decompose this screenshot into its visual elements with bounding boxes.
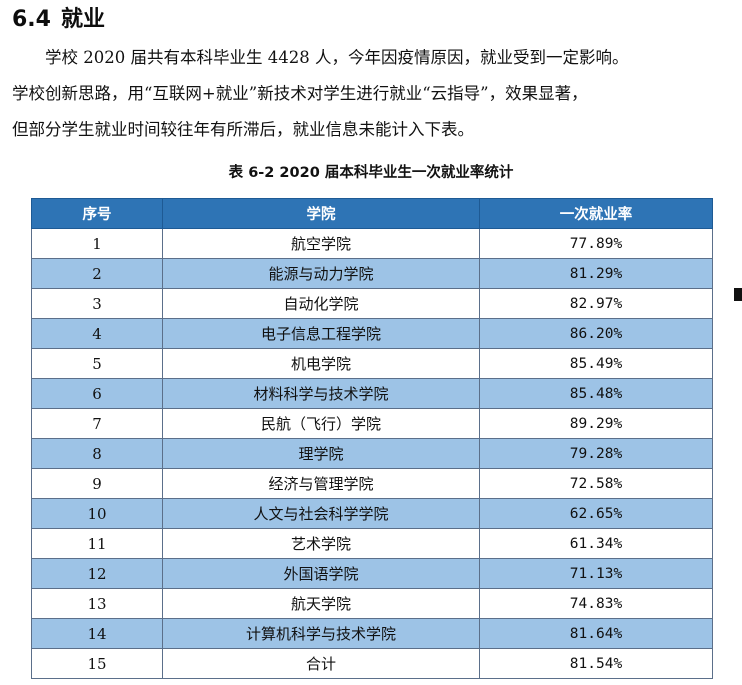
cell-rate: 61.34% <box>479 528 713 559</box>
table-row: 9 经济与管理学院 72.58% <box>31 468 713 499</box>
cell-rate: 85.49% <box>479 348 713 379</box>
cell-index: 8 <box>31 438 163 469</box>
table-row: 2 能源与动力学院 81.29% <box>31 258 713 289</box>
section-number: 6.4 <box>12 7 51 32</box>
column-header-index: 序号 <box>31 198 163 229</box>
employment-rate-table: 序号 学院 一次就业率 1 航空学院 77.89% 2 能源与动力学院 81.29% 3 自动… <box>31 198 713 679</box>
cell-index: 9 <box>31 468 163 499</box>
cell-rate: 72.58% <box>479 468 713 499</box>
cell-college: 外国语学院 <box>162 558 480 589</box>
table-body: 1 航空学院 77.89% 2 能源与动力学院 81.29% 3 自动化学院 82.97% 4 电子… <box>31 228 713 679</box>
table-row: 8 理学院 79.28% <box>31 438 713 469</box>
cell-college: 经济与管理学院 <box>162 468 480 499</box>
table-row: 15 合计 81.54% <box>31 648 713 679</box>
cell-college: 合计 <box>162 648 480 679</box>
cell-index: 10 <box>31 498 163 529</box>
cell-index: 7 <box>31 408 163 439</box>
cell-rate: 82.97% <box>479 288 713 319</box>
cell-index: 2 <box>31 258 163 289</box>
table-caption: 表 6-2 2020 届本科毕业生一次就业率统计 <box>228 165 514 181</box>
cell-index: 12 <box>31 558 163 589</box>
margin-marker <box>734 288 742 301</box>
cell-index: 5 <box>31 348 163 379</box>
table-row: 6 材料科学与技术学院 85.48% <box>31 378 713 409</box>
cell-college: 理学院 <box>162 438 480 469</box>
table-row: 3 自动化学院 82.97% <box>31 288 713 319</box>
cell-rate: 74.83% <box>479 588 713 619</box>
section-heading: 6.4 就业 <box>12 4 105 36</box>
cell-college: 航天学院 <box>162 588 480 619</box>
paragraph-line: 但部分学生就业时间较往年有所滞后，就业信息未能计入下表。 <box>12 120 474 139</box>
paragraph-line: 学校创新思路，用“互联网+就业”新技术对学生进行就业“云指导”，效果显著， <box>12 84 588 103</box>
cell-index: 13 <box>31 588 163 619</box>
column-header-rate: 一次就业率 <box>479 198 713 229</box>
cell-college: 艺术学院 <box>162 528 480 559</box>
cell-index: 15 <box>31 648 163 679</box>
cell-index: 11 <box>31 528 163 559</box>
cell-college: 民航（飞行）学院 <box>162 408 480 439</box>
cell-rate: 89.29% <box>479 408 713 439</box>
column-header-college: 学院 <box>162 198 480 229</box>
table-row: 13 航天学院 74.83% <box>31 588 713 619</box>
cell-college: 能源与动力学院 <box>162 258 480 289</box>
cell-rate: 81.54% <box>479 648 713 679</box>
cell-rate: 81.29% <box>479 258 713 289</box>
cell-rate: 81.64% <box>479 618 713 649</box>
section-title: 就业 <box>60 7 105 32</box>
cell-rate: 79.28% <box>479 438 713 469</box>
cell-rate: 71.13% <box>479 558 713 589</box>
cell-rate: 85.48% <box>479 378 713 409</box>
cell-rate: 86.20% <box>479 318 713 349</box>
cell-college: 航空学院 <box>162 228 480 259</box>
cell-index: 1 <box>31 228 163 259</box>
cell-rate: 77.89% <box>479 228 713 259</box>
body-paragraph: 学校 2020 届共有本科毕业生 4428 人，今年因疫情原因，就业受到一定影响… <box>12 40 740 148</box>
table-row: 5 机电学院 85.49% <box>31 348 713 379</box>
cell-college: 材料科学与技术学院 <box>162 378 480 409</box>
cell-college: 机电学院 <box>162 348 480 379</box>
cell-index: 3 <box>31 288 163 319</box>
cell-index: 4 <box>31 318 163 349</box>
cell-index: 14 <box>31 618 163 649</box>
table-row: 1 航空学院 77.89% <box>31 228 713 259</box>
table-row: 14 计算机科学与技术学院 81.64% <box>31 618 713 649</box>
table-header-row: 序号 学院 一次就业率 <box>31 198 713 229</box>
table-row: 4 电子信息工程学院 86.20% <box>31 318 713 349</box>
cell-college: 计算机科学与技术学院 <box>162 618 480 649</box>
table-row: 12 外国语学院 71.13% <box>31 558 713 589</box>
paragraph-line: 学校 2020 届共有本科毕业生 4428 人，今年因疫情原因，就业受到一定影响… <box>45 48 629 67</box>
table-row: 11 艺术学院 61.34% <box>31 528 713 559</box>
cell-rate: 62.65% <box>479 498 713 529</box>
cell-college: 自动化学院 <box>162 288 480 319</box>
cell-college: 电子信息工程学院 <box>162 318 480 349</box>
table-row: 10 人文与社会科学学院 62.65% <box>31 498 713 529</box>
table-row: 7 民航（飞行）学院 89.29% <box>31 408 713 439</box>
cell-index: 6 <box>31 378 163 409</box>
cell-college: 人文与社会科学学院 <box>162 498 480 529</box>
